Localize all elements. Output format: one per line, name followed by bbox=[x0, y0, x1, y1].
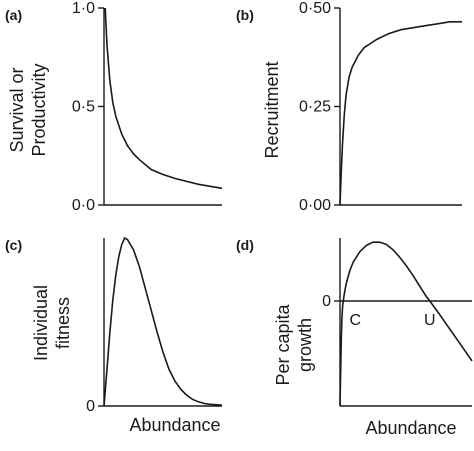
panel-d: (d) 0 Per capita growth Abundance C U bbox=[236, 237, 473, 438]
y-tick-label: 1·0 bbox=[72, 0, 95, 17]
y-axis-label: growth bbox=[295, 318, 315, 372]
y-tick-label: 0·00 bbox=[299, 197, 331, 214]
y-axis-label: Productivity bbox=[29, 63, 49, 156]
series-line bbox=[103, 236, 223, 407]
y-tick-label: 0 bbox=[322, 293, 331, 310]
panel-letter: (b) bbox=[236, 7, 254, 23]
y-tick-label: 0·0 bbox=[72, 197, 95, 214]
series-line bbox=[339, 21, 462, 206]
y-axis-label: Survival or bbox=[7, 67, 27, 152]
y-tick-label: 0·50 bbox=[299, 0, 331, 17]
annotation-c: C bbox=[350, 312, 362, 329]
series-line bbox=[104, 7, 223, 190]
y-axis-label: fitness bbox=[53, 297, 73, 349]
panel-letter: (a) bbox=[5, 7, 22, 23]
panel-c: (c) 0 Individual fitness Abundance bbox=[5, 236, 223, 435]
panel-letter: (d) bbox=[236, 237, 254, 253]
y-axis-label: Per capita bbox=[273, 303, 293, 385]
panel-b: (b) 0·00 0·25 0·50 Recruitment bbox=[236, 0, 462, 214]
panel-letter: (c) bbox=[5, 237, 22, 253]
series-line bbox=[339, 241, 473, 407]
x-axis-label: Abundance bbox=[129, 415, 220, 435]
y-tick-label: 0·5 bbox=[72, 99, 95, 116]
y-axis-label: Individual bbox=[31, 285, 51, 361]
y-axis-label: Recruitment bbox=[262, 61, 282, 158]
panels: (a) 0·0 0·5 1·0 Survival or Productivity (b) 0·… bbox=[5, 0, 473, 438]
y-tick-label: 0 bbox=[86, 398, 95, 415]
y-tick-label: 0·25 bbox=[299, 99, 331, 116]
panel-a: (a) 0·0 0·5 1·0 Survival or Productivity bbox=[5, 0, 223, 214]
x-axis-label: Abundance bbox=[365, 418, 456, 438]
annotation-u: U bbox=[424, 312, 436, 329]
